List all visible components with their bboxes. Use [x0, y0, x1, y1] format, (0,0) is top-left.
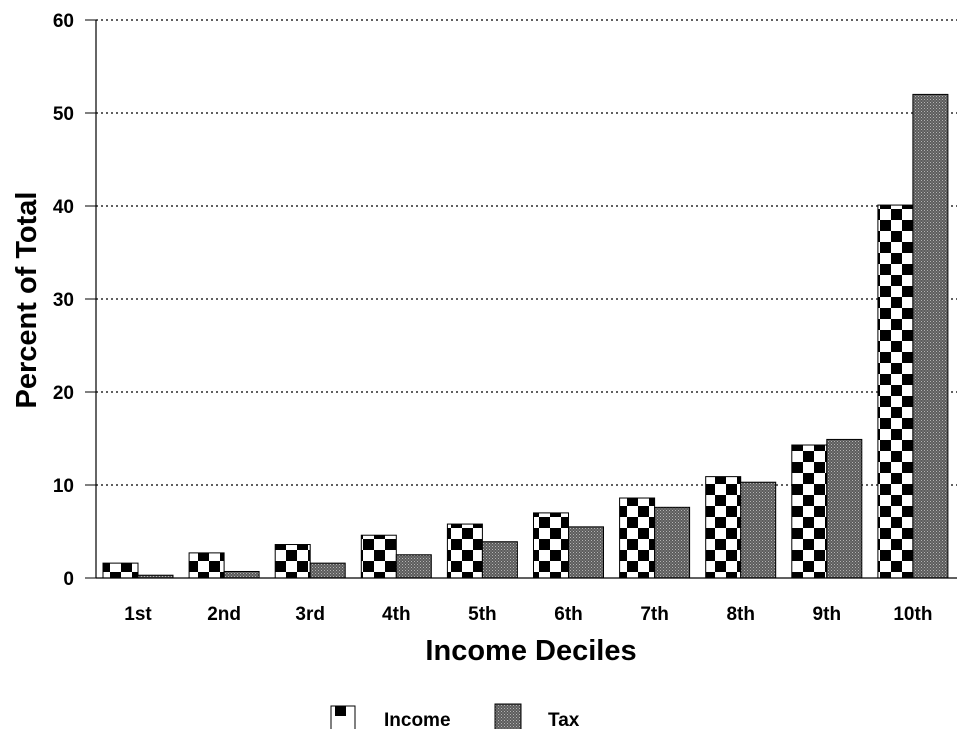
tick-labels: 0 10 20 30 40 50 60 1st 2nd 3rd 4th 5th 6th 7th 8th 9th… — [53, 11, 933, 625]
tax-bar-2nd — [223, 570, 260, 579]
y-axis-title: Percent of Total — [11, 192, 43, 409]
y-tick-label: 50 — [53, 104, 74, 125]
tax-bar-9th — [826, 438, 863, 579]
x-axis-title: Income Deciles — [425, 635, 636, 667]
x-tick-label: 9th — [813, 604, 842, 625]
x-tick-label: 1st — [124, 604, 152, 625]
legend-swatch-income-mark — [335, 706, 346, 716]
x-tick-label: 7th — [640, 604, 669, 625]
legend: Income Tax — [330, 703, 580, 729]
axes — [85, 19, 957, 579]
income-bar-9th — [791, 444, 828, 579]
x-tick-label: 10th — [893, 604, 932, 625]
grid-lines — [96, 19, 957, 486]
income-bar-3rd — [274, 544, 311, 579]
income-bar-1st — [102, 562, 139, 579]
x-tick-label: 3rd — [295, 604, 325, 625]
income-bar-7th — [619, 497, 656, 579]
income-bar-10th — [877, 204, 914, 579]
tax-bar-5th — [481, 541, 518, 579]
legend-swatch-tax — [494, 703, 522, 729]
income-bar-2nd — [188, 552, 225, 579]
tax-bar-3rd — [309, 562, 346, 579]
legend-label-income: Income — [384, 710, 451, 729]
y-tick-label: 0 — [63, 569, 74, 590]
y-tick-label: 60 — [53, 11, 74, 32]
legend-label-tax: Tax — [548, 710, 580, 729]
income-bar-6th — [533, 512, 569, 579]
tax-bar-6th — [568, 526, 604, 579]
bars — [102, 93, 949, 579]
income-bar-5th — [446, 523, 483, 579]
y-tick-label: 10 — [53, 476, 74, 497]
y-tick-label: 40 — [53, 197, 74, 218]
x-tick-label: 4th — [382, 604, 411, 625]
x-tick-label: 2nd — [207, 604, 241, 625]
y-tick-label: 20 — [53, 383, 74, 404]
x-tick-label: 5th — [468, 604, 497, 625]
y-tick-label: 30 — [53, 290, 74, 311]
tax-bar-8th — [740, 481, 777, 579]
x-tick-label: 6th — [554, 604, 583, 625]
tax-bar-4th — [395, 554, 432, 579]
x-tick-label: 8th — [726, 604, 755, 625]
tax-bar-7th — [654, 506, 691, 579]
income-bar-4th — [360, 534, 397, 579]
tax-bar-10th — [912, 93, 949, 579]
income-bar-8th — [705, 476, 742, 579]
